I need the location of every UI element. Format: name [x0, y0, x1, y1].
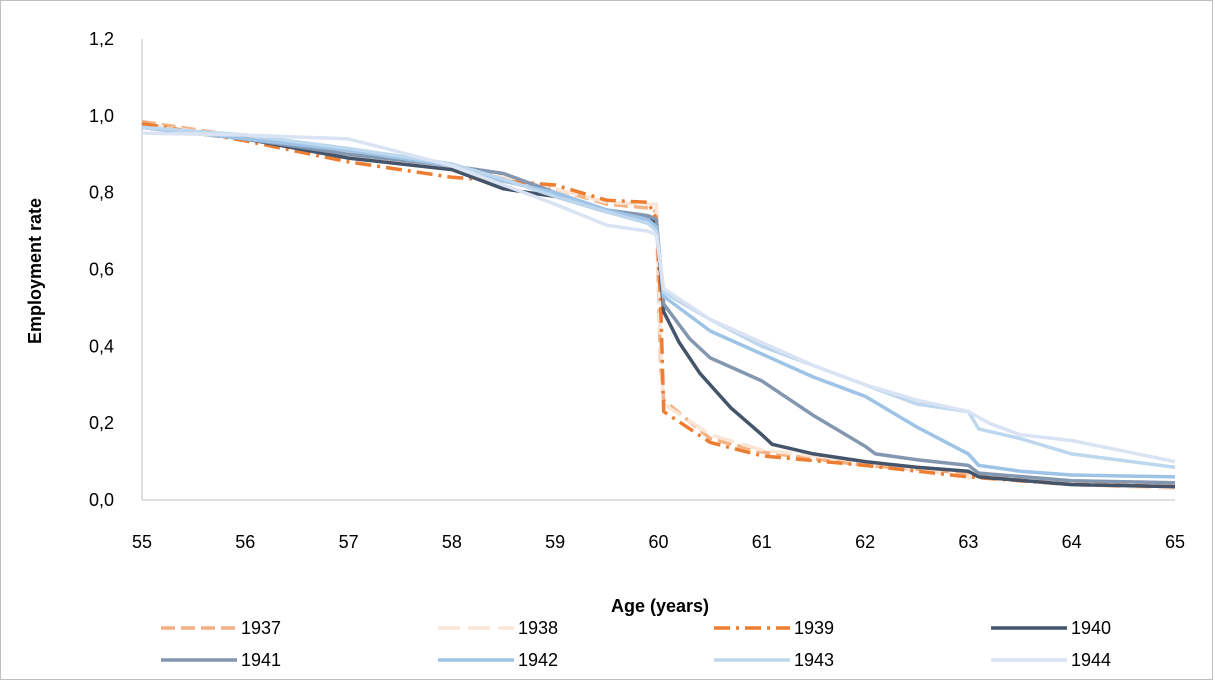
series-line-1940 [141, 125, 1176, 489]
x-tick-label: 58 [442, 532, 462, 552]
legend-label: 1940 [1071, 618, 1111, 638]
y-tick-label: 1,2 [89, 29, 114, 49]
y-tick-label: 0,6 [89, 260, 114, 280]
x-tick-label: 62 [855, 532, 875, 552]
y-tick-label: 0,8 [89, 183, 114, 203]
x-tick-label: 64 [1062, 532, 1082, 552]
tick-labels: 55 56 57 58 59 60 61 62 63 64 65 0,0 0,2 0,4 0,6 0,8 1,0… [89, 29, 1185, 552]
x-tick-label: 65 [1165, 532, 1185, 552]
x-axis-title: Age (years) [611, 596, 709, 616]
y-tick-label: 1,0 [89, 106, 114, 126]
legend-item-1937: 1937 [161, 618, 281, 638]
x-tick-label: 59 [545, 532, 565, 552]
legend-item-1941: 1941 [161, 650, 281, 670]
y-tick-label: 0,0 [89, 490, 114, 510]
legend-item-1943: 1943 [714, 650, 834, 670]
legend-item-1944: 1944 [991, 650, 1111, 670]
legend-label: 1944 [1071, 650, 1111, 670]
legend-label: 1941 [241, 650, 281, 670]
x-tick-label: 57 [339, 532, 359, 552]
series-line-1939 [141, 121, 1176, 489]
y-tick-label: 0,4 [89, 336, 114, 356]
x-tick-label: 56 [235, 532, 255, 552]
legend-label: 1943 [794, 650, 834, 670]
y-axis-title: Employment rate [25, 198, 45, 344]
series-lines [141, 119, 1176, 491]
series-line-1944 [141, 131, 1176, 464]
axes [141, 39, 1175, 501]
x-tick-label: 61 [752, 532, 772, 552]
legend-label: 1939 [794, 618, 834, 638]
legend-label: 1942 [518, 650, 558, 670]
x-tick-label: 60 [648, 532, 668, 552]
x-tick-label: 63 [958, 532, 978, 552]
legend-item-1940: 1940 [991, 618, 1111, 638]
legend-item-1939: 1939 [714, 618, 834, 638]
legend-label: 1938 [518, 618, 558, 638]
legend: 1937 1938 1939 1940 1941 1942 1943 1944 [161, 618, 1111, 670]
legend-item-1942: 1942 [438, 650, 558, 670]
legend-label: 1937 [241, 618, 281, 638]
x-tick-label: 55 [132, 532, 152, 552]
series-line-1941 [141, 125, 1176, 485]
legend-item-1938: 1938 [438, 618, 558, 638]
y-tick-label: 0,2 [89, 413, 114, 433]
